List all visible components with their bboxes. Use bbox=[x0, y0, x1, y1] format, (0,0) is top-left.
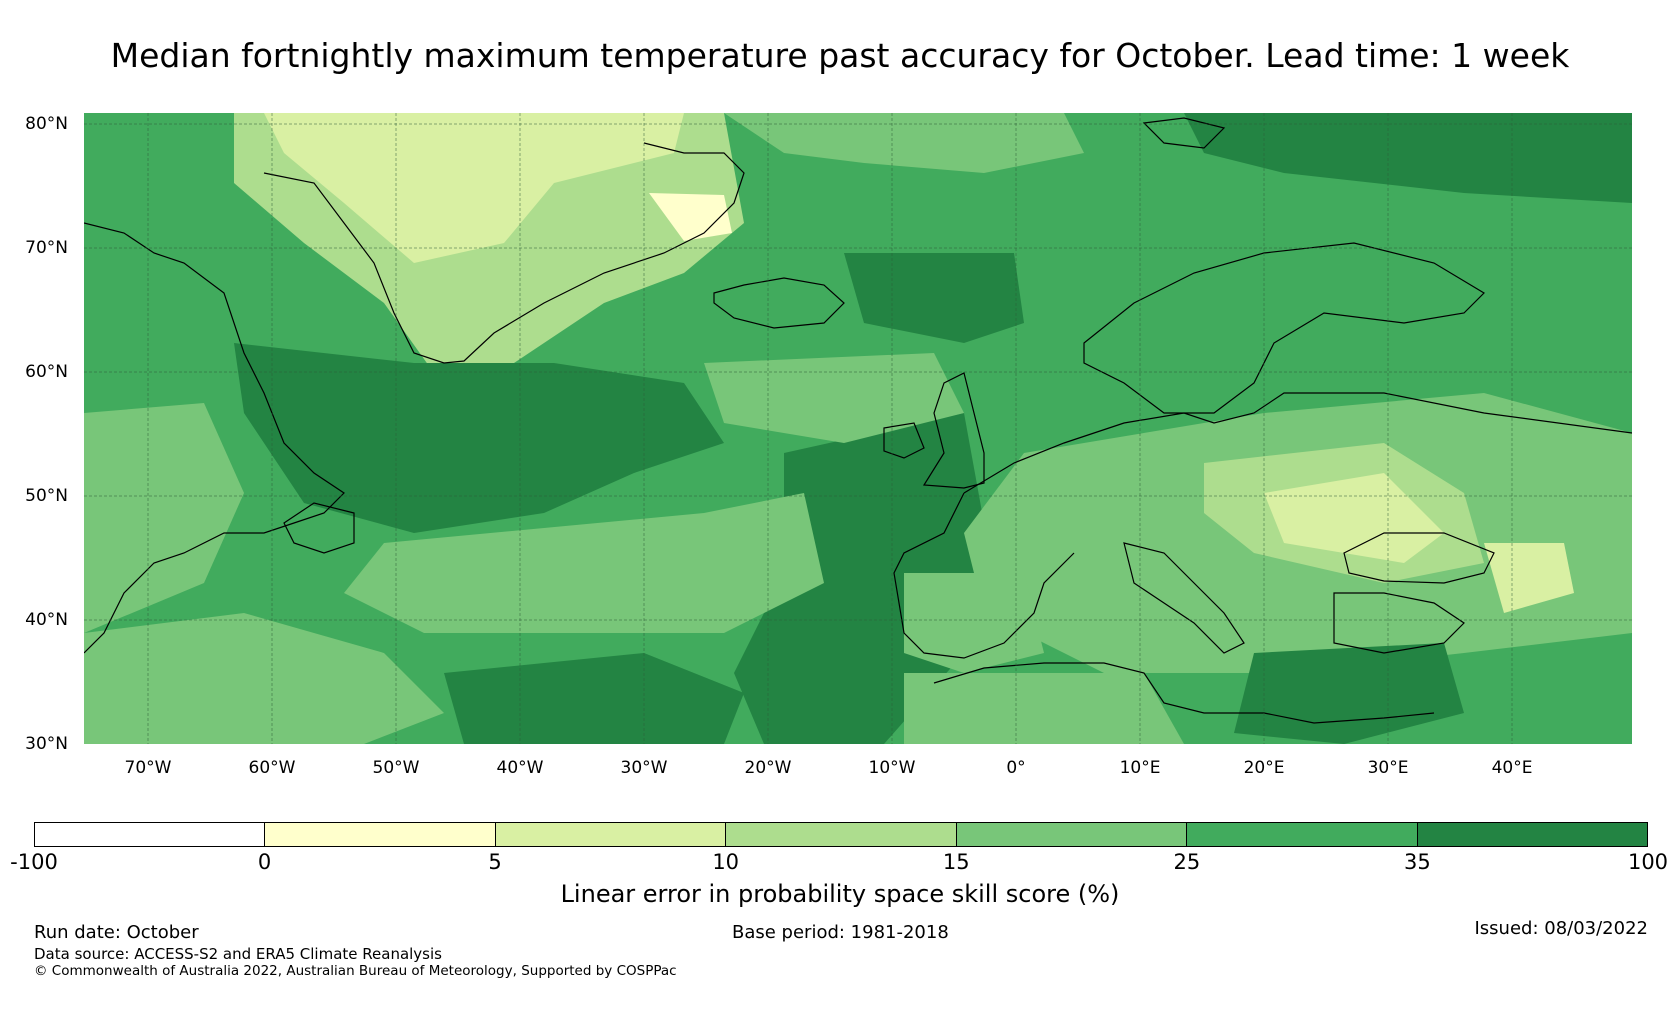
colorbar-tick: 10 bbox=[712, 850, 740, 874]
region-greenland-core bbox=[264, 113, 684, 263]
colorbar-segment bbox=[265, 823, 496, 846]
colorbar-segment bbox=[726, 823, 957, 846]
skill-score-map bbox=[84, 113, 1632, 744]
lon-label-40w: 40°W bbox=[496, 758, 544, 778]
chart-title: Median fortnightly maximum temperature p… bbox=[110, 36, 1570, 75]
colorbar-tick: -100 bbox=[10, 850, 58, 874]
region-subtropical-dark bbox=[444, 653, 744, 744]
lat-label-60n: 60°N bbox=[25, 362, 68, 382]
coast-black-sea bbox=[1343, 532, 1495, 584]
coast-iceland bbox=[713, 277, 845, 329]
region-caspian-pale bbox=[1484, 543, 1574, 613]
coast-europe-mainland bbox=[963, 392, 1632, 494]
lon-label-30w: 30°W bbox=[620, 758, 668, 778]
lon-label-70w: 70°W bbox=[124, 758, 172, 778]
coast-north-africa bbox=[933, 662, 1435, 724]
lat-label-70n: 70°N bbox=[25, 238, 68, 258]
lon-label-0: 0° bbox=[1006, 758, 1026, 778]
coast-uk bbox=[922, 372, 985, 489]
lon-label-60w: 60°W bbox=[248, 758, 296, 778]
lon-label-50w: 50°W bbox=[372, 758, 420, 778]
colorbar-tick: 15 bbox=[942, 850, 970, 874]
coast-greenland bbox=[263, 142, 745, 364]
lat-label-50n: 50°N bbox=[25, 486, 68, 506]
issued-date: Issued: 08/03/2022 bbox=[1474, 918, 1648, 939]
lon-label-40e: 40°E bbox=[1491, 758, 1533, 778]
colorbar-segment bbox=[495, 823, 727, 846]
region-sahara-light bbox=[904, 673, 1184, 744]
region-atlantic-dark bbox=[234, 343, 724, 533]
region-labrador-light bbox=[84, 403, 244, 633]
lat-label-40n: 40°N bbox=[25, 610, 68, 630]
coast-iberia-north bbox=[893, 492, 1075, 659]
coastlines bbox=[84, 117, 1632, 724]
coast-canada bbox=[84, 222, 345, 654]
base-period: Base period: 1981-2018 bbox=[732, 922, 949, 943]
colorbar-segment bbox=[35, 823, 266, 846]
data-source: Data source: ACCESS-S2 and ERA5 Climate … bbox=[34, 945, 442, 963]
coast-italy bbox=[1123, 542, 1245, 654]
region-ukraine-core bbox=[1264, 473, 1444, 563]
coast-ireland bbox=[883, 422, 925, 459]
coast-svalbard bbox=[1142, 117, 1226, 149]
region-midatlantic-light bbox=[344, 493, 824, 633]
colorbar-tick: 25 bbox=[1173, 850, 1201, 874]
colorbar-label: Linear error in probability space skill … bbox=[560, 880, 1120, 908]
colorbar-segment bbox=[1187, 823, 1418, 846]
lon-label-20w: 20°W bbox=[744, 758, 792, 778]
graticule bbox=[84, 113, 1632, 744]
region-greenland-peak bbox=[649, 193, 732, 241]
lon-label-20e: 20°E bbox=[1243, 758, 1285, 778]
region-iceland-light bbox=[704, 353, 964, 443]
colorbar-segment bbox=[956, 823, 1188, 846]
lon-label-10w: 10°W bbox=[868, 758, 916, 778]
lon-label-30e: 30°E bbox=[1367, 758, 1409, 778]
region-gulf-stream-light bbox=[84, 613, 444, 744]
copyright: © Commonwealth of Australia 2022, Austra… bbox=[34, 963, 677, 979]
colorbar-tick: 0 bbox=[257, 850, 272, 874]
region-iberia-light bbox=[904, 573, 1044, 673]
region-arctic-east-dark bbox=[1184, 113, 1632, 203]
colorbar-segment bbox=[1417, 823, 1647, 846]
colorbar-tick: 100 bbox=[1627, 850, 1669, 874]
lat-label-80n: 80°N bbox=[25, 114, 68, 134]
region-norwegian-sea-dark bbox=[844, 253, 1024, 343]
skill-regions bbox=[84, 113, 1632, 744]
run-date: Run date: October bbox=[34, 922, 199, 943]
lat-label-30n: 30°N bbox=[25, 734, 68, 754]
coast-scandinavia bbox=[1083, 242, 1485, 414]
coast-turkey bbox=[1333, 592, 1465, 654]
colorbar bbox=[34, 822, 1648, 847]
colorbar-tick: 5 bbox=[488, 850, 502, 874]
region-arctic-band bbox=[724, 113, 1084, 173]
lon-label-10e: 10°E bbox=[1119, 758, 1161, 778]
colorbar-tick: 35 bbox=[1404, 850, 1431, 874]
coast-newfoundland bbox=[283, 502, 355, 554]
